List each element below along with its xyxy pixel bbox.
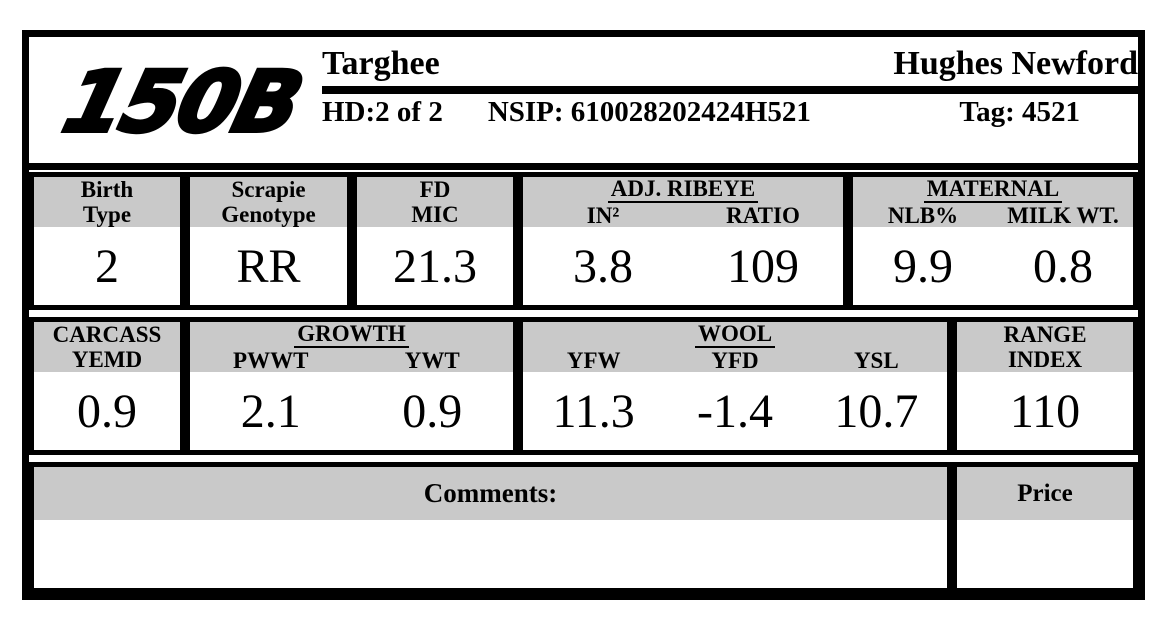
- maternal-nlb-value: 9.9: [893, 239, 953, 293]
- adj-ribeye-col2-label: RATIO: [726, 202, 800, 228]
- maternal-cell: MATERNAL NLB% MILK WT. 9.9 0.8: [848, 172, 1138, 310]
- scrapie-label-line2: Genotype: [221, 202, 316, 227]
- adj-ribeye-col1-label: IN²: [586, 202, 620, 228]
- animal-id-logo: 150B: [53, 51, 313, 153]
- stats-row-2: CARCASS YEMD 0.9 GROWTH PWWT YWT 2.1 0.9…: [29, 317, 1138, 455]
- range-index-value: 110: [1009, 384, 1081, 438]
- wool-yfd-value: -1.4: [697, 384, 773, 438]
- head-count: HD:2 of 2: [322, 96, 443, 128]
- scrapie-genotype-cell: Scrapie Genotype RR: [185, 172, 352, 310]
- fd-mic-value: 21.3: [393, 239, 477, 293]
- header-rule: [322, 86, 1138, 94]
- wool-col1-label: YFW: [566, 347, 621, 373]
- carcass-yemd-cell: CARCASS YEMD 0.9: [29, 317, 185, 455]
- scrapie-label-line1: Scrapie: [231, 177, 306, 202]
- maternal-col1-label: NLB%: [887, 202, 959, 228]
- price-cell: Price: [952, 462, 1138, 593]
- maternal-group-label: MATERNAL: [923, 177, 1063, 203]
- owner-name: Hughes Newford: [893, 45, 1138, 82]
- adj-ribeye-ratio-value: 109: [727, 239, 799, 293]
- header-divider: [29, 163, 1138, 170]
- comments-price-row: Comments: Price: [29, 462, 1138, 593]
- birth-type-cell: Birth Type 2: [29, 172, 185, 310]
- stats-row-1: Birth Type 2 Scrapie Genotype RR FD MIC …: [29, 172, 1138, 310]
- animal-record-card: 150B Targhee Hughes Newford HD:2 of 2 NS…: [22, 30, 1145, 600]
- comments-label: Comments:: [423, 478, 558, 508]
- fd-mic-label-line1: FD: [419, 177, 451, 202]
- adj-ribeye-cell: ADJ. RIBEYE IN² RATIO 3.8 109: [518, 172, 848, 310]
- card-header: 150B Targhee Hughes Newford HD:2 of 2 NS…: [29, 37, 1138, 163]
- growth-pwwt-value: 2.1: [240, 384, 301, 438]
- growth-col2-label: YWT: [404, 347, 460, 373]
- fd-mic-label-line2: MIC: [411, 202, 459, 227]
- range-index-cell: RANGE INDEX 110: [952, 317, 1138, 455]
- maternal-milkwt-value: 0.8: [1033, 239, 1093, 293]
- growth-cell: GROWTH PWWT YWT 2.1 0.9: [185, 317, 518, 455]
- nsip-number: NSIP: 610028202424H521: [487, 96, 811, 128]
- wool-col2-label: YFD: [711, 347, 759, 373]
- scrapie-value: RR: [236, 239, 301, 293]
- comments-cell: Comments:: [29, 462, 952, 593]
- wool-yfw-value: 11.3: [552, 384, 635, 438]
- carcass-label-line1: CARCASS: [52, 322, 162, 347]
- price-blank-area: [957, 520, 1133, 588]
- wool-group-label: WOOL: [694, 322, 776, 348]
- header-right: Targhee Hughes Newford HD:2 of 2 NSIP: 6…: [322, 37, 1138, 129]
- range-index-label-line1: RANGE: [1003, 322, 1087, 347]
- birth-type-label-line1: Birth: [80, 177, 134, 202]
- breed-name: Targhee: [322, 45, 440, 82]
- adj-ribeye-in2-value: 3.8: [573, 239, 633, 293]
- wool-col3-label: YSL: [853, 347, 899, 373]
- carcass-value: 0.9: [77, 384, 137, 438]
- adj-ribeye-group-label: ADJ. RIBEYE: [607, 177, 759, 203]
- price-label: Price: [1017, 480, 1073, 507]
- growth-ywt-value: 0.9: [402, 384, 463, 438]
- wool-ysl-value: 10.7: [834, 384, 919, 438]
- carcass-label-line2: YEMD: [71, 347, 143, 372]
- fd-mic-cell: FD MIC 21.3: [352, 172, 518, 310]
- growth-col1-label: PWWT: [233, 347, 309, 373]
- range-index-label-line2: INDEX: [1007, 347, 1083, 372]
- birth-type-label-line2: Type: [82, 202, 132, 227]
- birth-type-value: 2: [95, 239, 119, 293]
- maternal-col2-label: MILK WT.: [1007, 202, 1119, 228]
- wool-cell: WOOL YFW YFD YSL 11.3 -1.4 10.7: [518, 317, 952, 455]
- growth-group-label: GROWTH: [294, 322, 409, 348]
- tag-number: Tag: 4521: [959, 96, 1080, 128]
- comments-blank-area: [34, 520, 947, 588]
